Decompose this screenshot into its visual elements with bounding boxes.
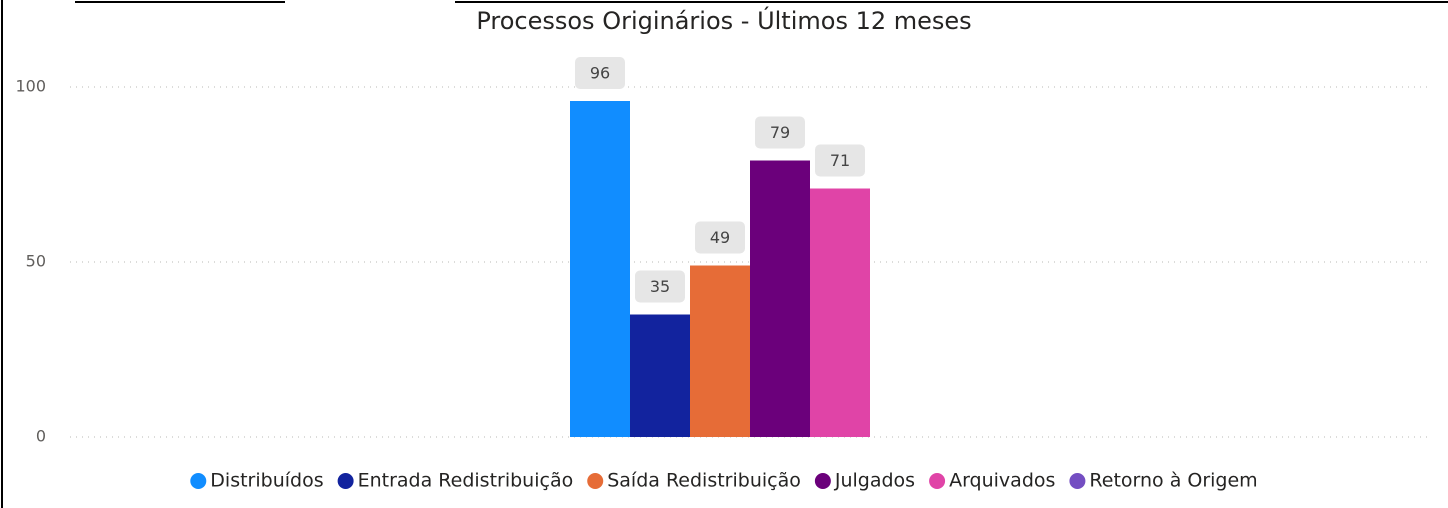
data-label: 79	[770, 123, 790, 142]
legend-label: Arquivados	[949, 470, 1055, 492]
data-label: 96	[590, 64, 610, 83]
legend-marker	[1069, 473, 1086, 489]
legend-label: Julgados	[834, 470, 915, 492]
chart-title: Processos Originários - Últimos 12 meses	[476, 5, 971, 35]
legend-marker	[814, 473, 831, 489]
bar	[810, 188, 870, 437]
data-label: 35	[650, 277, 670, 296]
data-label: 71	[830, 151, 850, 170]
legend-marker	[337, 473, 354, 489]
legend-label: Saída Redistribuição	[607, 470, 801, 492]
legend-label: Entrada Redistribuição	[358, 470, 574, 492]
legend-label: Retorno à Origem	[1089, 470, 1257, 492]
bar	[750, 160, 810, 437]
bar	[630, 314, 690, 437]
data-label-bg	[695, 221, 745, 254]
data-label-bg	[635, 270, 685, 303]
legend-label: Distribuídos	[210, 470, 323, 492]
data-label: 49	[710, 228, 730, 247]
y-tick-label: 100	[15, 77, 46, 96]
bar	[690, 265, 750, 437]
data-label-bg	[575, 57, 625, 89]
data-label-bg	[815, 144, 865, 177]
legend-marker	[929, 473, 946, 489]
bar	[570, 101, 630, 437]
data-label-bg	[755, 116, 805, 149]
y-tick-label: 50	[26, 252, 46, 271]
legend-marker	[587, 473, 604, 489]
legend-marker	[190, 473, 207, 489]
y-tick-label: 0	[36, 427, 46, 446]
